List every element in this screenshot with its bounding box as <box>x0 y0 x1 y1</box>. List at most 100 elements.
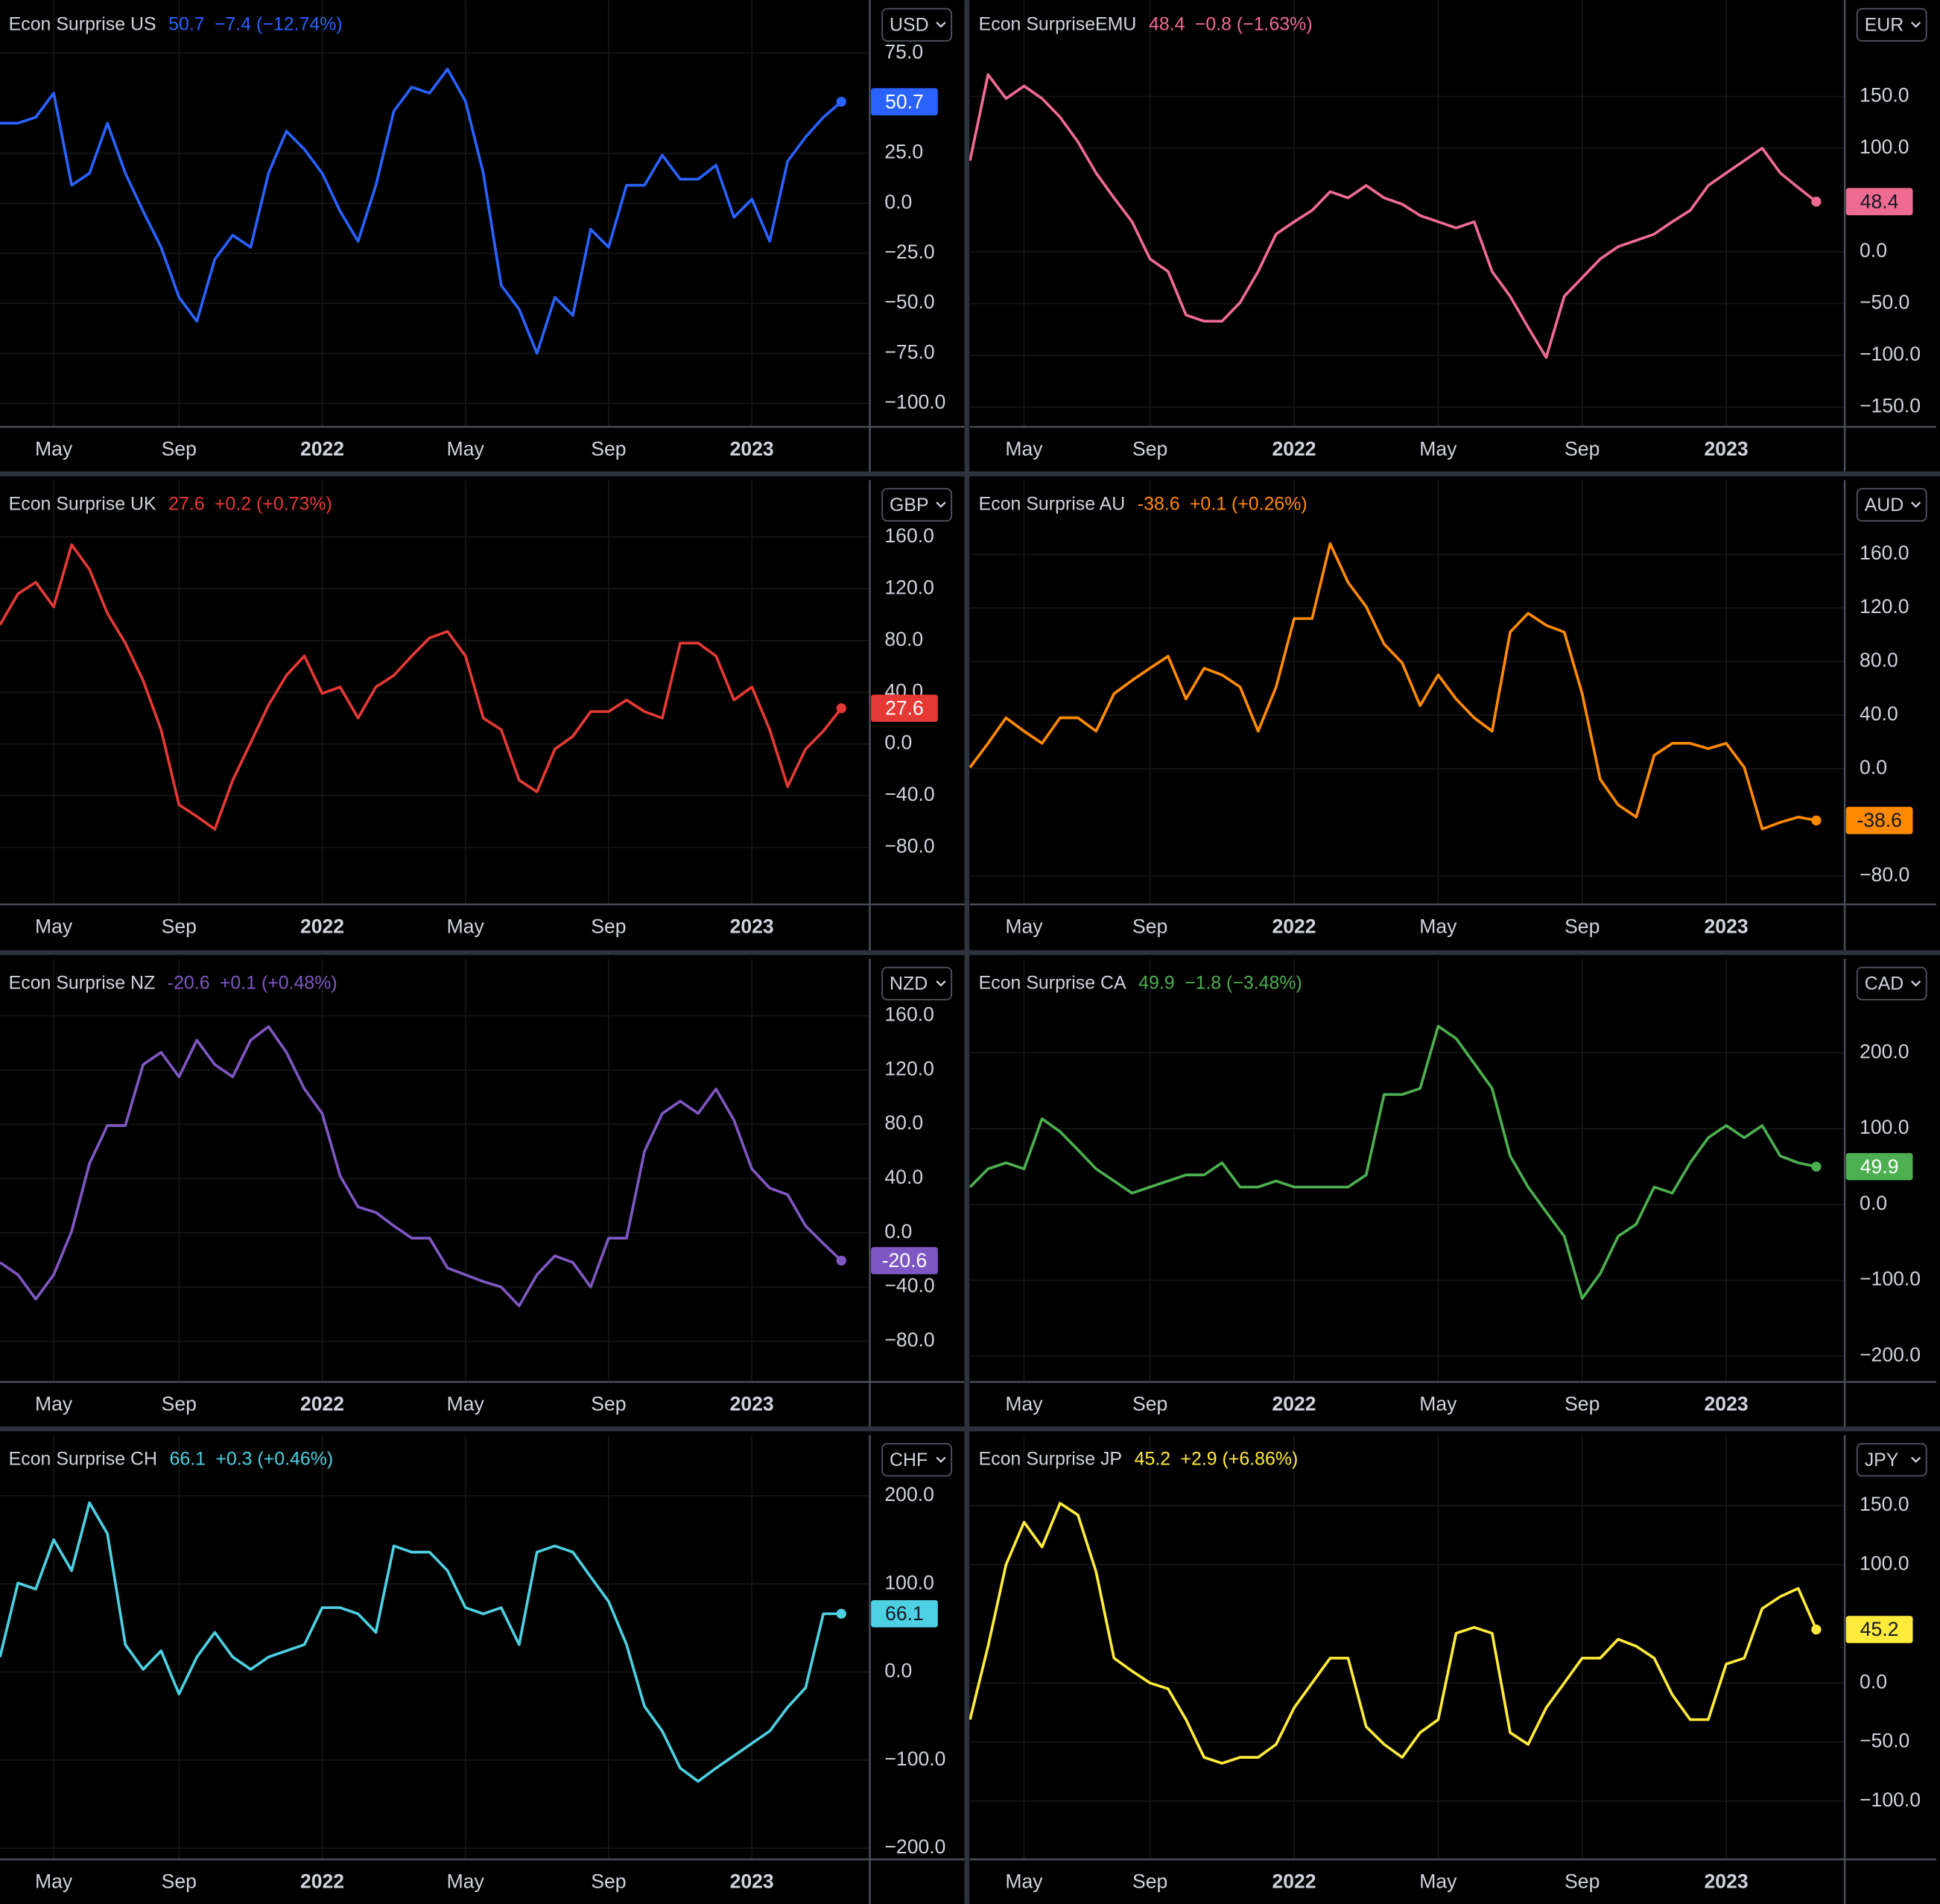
chart-header: Econ Surprise AU -38.6 +0.1 (+0.26%) <box>979 493 1307 514</box>
currency-button[interactable] <box>881 1443 953 1477</box>
series-line <box>0 543 843 831</box>
y-tick-label: 200.0 <box>884 1483 933 1505</box>
y-tick-label: −100.0 <box>1860 1268 1921 1290</box>
header-change: −7.4 (−12.74%) <box>215 13 343 34</box>
price-tag-label: 45.2 <box>1860 1618 1899 1640</box>
header-change: +2.9 (+6.86%) <box>1180 1448 1298 1469</box>
x-tick-label: May <box>35 1870 73 1893</box>
y-tick-label: 80.0 <box>884 1111 923 1134</box>
chevron-icon <box>1910 1456 1921 1463</box>
x-tick-label: 2022 <box>1272 915 1316 938</box>
x-tick-label: May <box>1419 438 1457 460</box>
chart-title: Econ Surprise CH <box>9 1448 157 1469</box>
currency-button[interactable] <box>1856 966 1927 1000</box>
currency-button[interactable] <box>1856 7 1927 42</box>
x-tick-label: 2023 <box>730 438 774 460</box>
x-tick-label: Sep <box>1565 1870 1600 1893</box>
chart-header: Econ Surprise NZ -20.6 +0.1 (+0.48%) <box>9 972 337 993</box>
chevron-icon <box>1910 501 1921 508</box>
currency-label[interactable]: CHF <box>890 1450 928 1470</box>
y-tick-label: −100.0 <box>884 1748 945 1770</box>
y-tick-label: −150.0 <box>1860 395 1921 417</box>
y-tick-label: 160.0 <box>884 524 933 547</box>
currency-label[interactable]: CAD <box>1865 974 1904 994</box>
y-tick-label: 0.0 <box>1860 1670 1887 1692</box>
chart-title: Econ Surprise CA <box>979 972 1126 993</box>
chart-panel: 150.0 100.0 0.0 −50.0 −100.0 May Sep 2022 May Sep… <box>969 1435 1937 1904</box>
header-value: -38.6 <box>1138 493 1180 514</box>
price-tag-label: -20.6 <box>882 1249 928 1272</box>
price-tag-label: -38.6 <box>1857 809 1902 831</box>
x-tick-label: Sep <box>591 1870 626 1893</box>
price-tag-label: 66.1 <box>885 1602 924 1625</box>
y-tick-label: 160.0 <box>884 1003 933 1026</box>
x-tick-label: Sep <box>1132 1393 1167 1415</box>
chart-header: Econ Surprise CA 49.9 −1.8 (−3.48%) <box>979 972 1302 993</box>
header-value: 27.6 <box>168 493 204 514</box>
chevron-icon <box>936 501 946 508</box>
x-tick-label: 2023 <box>1705 438 1749 460</box>
y-tick-label: −75.0 <box>884 340 934 363</box>
x-tick-label: May <box>35 438 73 460</box>
x-tick-label: May <box>35 915 73 938</box>
chart-title: Econ Surprise UK <box>9 493 156 514</box>
y-tick-label: −80.0 <box>1860 863 1909 886</box>
y-tick-label: −100.0 <box>1860 343 1921 365</box>
y-tick-label: 0.0 <box>884 732 912 754</box>
header-change: −0.8 (−1.63%) <box>1195 13 1313 34</box>
last-point <box>1811 197 1822 207</box>
price-tag <box>871 1600 938 1628</box>
last-point <box>1811 815 1822 826</box>
last-point <box>836 703 846 714</box>
y-tick-label: 160.0 <box>1860 542 1909 564</box>
currency-label[interactable]: GBP <box>890 495 929 515</box>
header-change: +0.2 (+0.73%) <box>215 493 332 514</box>
currency-button[interactable] <box>1856 1443 1927 1477</box>
currency-button[interactable] <box>881 488 953 522</box>
header-change: +0.1 (+0.48%) <box>220 972 337 993</box>
currency-button[interactable] <box>1856 488 1927 522</box>
x-tick-label: 2023 <box>730 915 774 938</box>
x-tick-label: 2023 <box>730 1393 774 1415</box>
x-tick-label: Sep <box>591 915 626 938</box>
currency-button[interactable] <box>881 966 953 1000</box>
x-tick-label: 2022 <box>300 1393 344 1415</box>
header-value: 45.2 <box>1135 1448 1170 1469</box>
series-line <box>0 1025 843 1307</box>
x-tick-label: May <box>1419 915 1457 938</box>
currency-label[interactable]: NZD <box>890 974 928 994</box>
y-tick-label: 120.0 <box>884 1057 933 1079</box>
y-tick-label: 0.0 <box>884 1660 912 1682</box>
currency-label[interactable]: EUR <box>1865 15 1904 36</box>
y-tick-label: −50.0 <box>1860 1730 1909 1752</box>
header-change: −1.8 (−3.48%) <box>1185 972 1302 993</box>
y-tick-label: −40.0 <box>884 1275 934 1297</box>
chart-panel: 150.0 100.0 0.0 −50.0 −100.0 −150.0 May Sep 2022… <box>969 0 1937 473</box>
y-tick-label: 40.0 <box>884 1166 923 1188</box>
y-tick-label: 150.0 <box>1860 1493 1909 1515</box>
y-tick-label: −50.0 <box>884 291 934 313</box>
y-tick-label: 25.0 <box>884 141 923 163</box>
header-value: 48.4 <box>1149 13 1185 34</box>
currency-label[interactable]: USD <box>890 15 929 36</box>
y-tick-label: 0.0 <box>884 1220 912 1243</box>
chevron-icon <box>936 980 946 987</box>
header-value: -20.6 <box>168 972 210 993</box>
y-tick-label: 40.0 <box>1860 702 1898 725</box>
x-tick-label: Sep <box>1565 915 1600 938</box>
y-tick-label: 100.0 <box>1860 1552 1909 1575</box>
header-change: +0.1 (+0.26%) <box>1190 493 1307 514</box>
chart-panel: 200.0 100.0 0.0 −100.0 −200.0 May Sep 2022 May Se… <box>969 959 1937 1428</box>
x-tick-label: May <box>1005 915 1043 938</box>
currency-label[interactable]: JPY <box>1865 1450 1899 1470</box>
y-tick-label: 150.0 <box>1860 83 1909 106</box>
x-tick-label: Sep <box>591 438 626 460</box>
x-tick-label: Sep <box>162 1393 197 1415</box>
header-value: 49.9 <box>1138 972 1174 993</box>
currency-label[interactable]: AUD <box>1865 495 1904 515</box>
currency-button[interactable] <box>881 7 953 42</box>
header-value: 66.1 <box>170 1448 206 1469</box>
last-point <box>836 1608 846 1619</box>
x-tick-label: 2023 <box>730 1870 774 1893</box>
